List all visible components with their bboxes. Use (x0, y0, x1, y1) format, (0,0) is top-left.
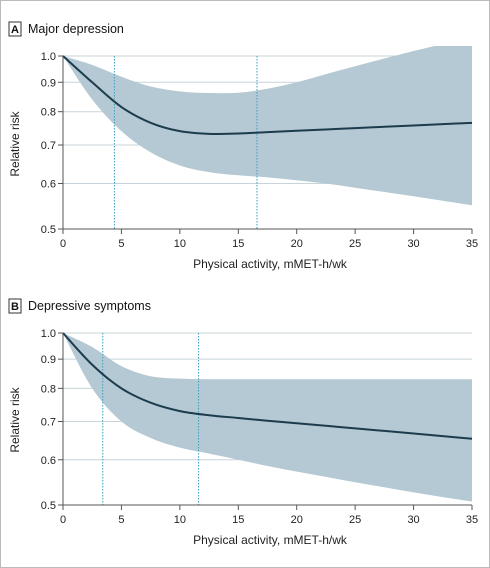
x-axis-title: Physical activity, mMET-h/wk (193, 533, 348, 547)
y-axis-title: Relative risk (8, 110, 22, 176)
plot-area: 0.5 0.6 0.7 0.8 0.9 1.0 0 5 10 15 20 25 30 35 (41, 328, 478, 526)
x-tick-label: 5 (118, 514, 124, 526)
y-tick-label: 0.8 (41, 107, 56, 119)
y-tick-label: 0.8 (41, 383, 56, 395)
x-tick-label: 10 (174, 514, 186, 526)
panel-title: Major depression (28, 22, 124, 36)
y-tick-label: 0.5 (41, 224, 56, 236)
y-tick-label: 0.7 (41, 140, 56, 152)
y-tick-label: 0.7 (41, 417, 56, 429)
x-tick-label: 5 (118, 238, 124, 250)
estimate-line (62, 55, 473, 136)
x-tick-label: 15 (232, 238, 244, 250)
x-tick-label: 25 (349, 238, 361, 250)
y-tick-label: 0.9 (41, 77, 56, 89)
y-tick-label: 0.5 (41, 500, 56, 512)
confidence-band (63, 333, 472, 502)
x-tick-label: 20 (291, 238, 303, 250)
estimate-line (62, 332, 473, 440)
panel-letter: A (11, 24, 19, 36)
x-tick-label: 15 (232, 514, 244, 526)
x-tick-label: 20 (291, 514, 303, 526)
panel-depressive-symptoms: B Depressive symptoms 0.5 0.6 0.7 0.8 0.9 1.0… (8, 298, 478, 547)
x-tick-label: 30 (407, 514, 419, 526)
x-tick-label: 0 (60, 238, 66, 250)
y-axis-title: Relative risk (8, 386, 22, 452)
y-tick-label: 0.9 (41, 354, 56, 366)
x-tick-label: 35 (466, 238, 478, 250)
y-tick-label: 0.6 (41, 178, 56, 190)
x-tick-label: 0 (60, 514, 66, 526)
panel-letter: B (11, 301, 19, 313)
x-tick-label: 35 (466, 514, 478, 526)
x-tick-label: 25 (349, 514, 361, 526)
y-tick-label: 1.0 (41, 328, 56, 340)
y-tick-label: 0.6 (41, 455, 56, 467)
panel-letter-box (8, 21, 22, 37)
x-tick-label: 30 (407, 238, 419, 250)
panel-letter-box (8, 298, 22, 314)
x-axis-title: Physical activity, mMET-h/wk (193, 257, 348, 271)
confidence-band (63, 46, 472, 206)
panel-major-depression: A Major depression 0.5 0.6 0.7 0.8 0.9 1.0 0 5 1… (8, 21, 478, 271)
x-tick-label: 10 (174, 238, 186, 250)
plot-area: 0.5 0.6 0.7 0.8 0.9 1.0 0 5 10 15 20 25 30 35 (41, 46, 478, 250)
y-tick-label: 1.0 (41, 51, 56, 63)
panel-title: Depressive symptoms (28, 299, 151, 313)
